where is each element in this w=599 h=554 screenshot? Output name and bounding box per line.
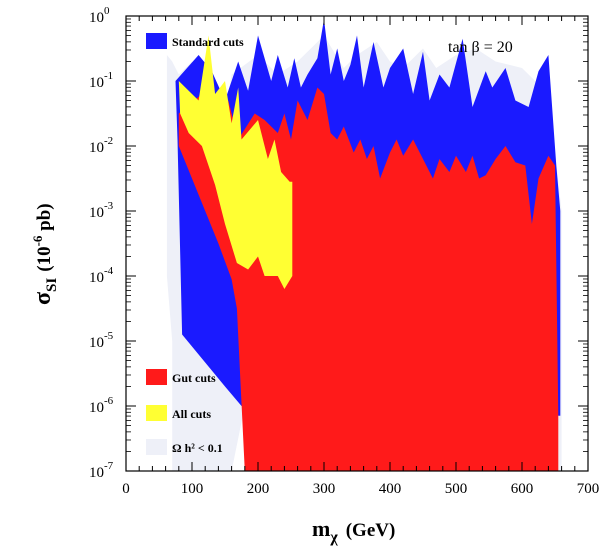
legend-label-omega: Ω h² < 0.1	[172, 441, 223, 455]
y-tick-label: 100	[89, 5, 110, 26]
y-tick-label: 10-3	[89, 200, 114, 221]
legend-label-all-cuts: All cuts	[172, 407, 211, 421]
x-tick-label: 100	[181, 481, 204, 497]
legend-label-gut-cuts: Gut cuts	[172, 371, 216, 385]
x-tick-label: 400	[379, 481, 402, 497]
y-tick-label: 10-6	[89, 395, 114, 416]
plot-frame	[125, 15, 589, 472]
series-area-all-cuts	[178, 35, 293, 289]
legend-label-standard-cuts: Standard cuts	[172, 35, 244, 49]
legend: Standard cuts Gut cuts All cuts Ω h² < 0…	[146, 33, 244, 455]
x-axis-title-unit: (GeV)	[346, 520, 396, 541]
y-axis-title-sub: SI	[44, 278, 60, 292]
y-tick-label: 10-2	[89, 135, 113, 156]
x-axis-title-sub: χ	[329, 529, 338, 546]
legend-swatch-all-cuts	[146, 405, 167, 421]
x-tick-label: 300	[313, 481, 336, 497]
y-tick-label: 10-7	[89, 460, 114, 481]
x-tick-label: 0	[122, 481, 130, 497]
legend-swatch-omega	[146, 439, 167, 455]
y-axis-title-unit-post: pb)	[34, 203, 55, 235]
x-tick-label: 200	[247, 481, 270, 497]
y-axis-title-unit: (10	[34, 246, 55, 271]
tan-beta-annotation: tan β = 20	[448, 39, 513, 56]
series-layer	[166, 19, 562, 471]
x-axis-title-main: m	[312, 516, 330, 541]
legend-swatch-standard-cuts	[146, 33, 167, 49]
y-tick-label: 10-5	[89, 330, 114, 351]
ticks-layer: 0 100 200 300 400 500 600 700 10-7 10-6 10-5 10-4 10…	[89, 5, 599, 497]
y-axis-title-exp: -6	[30, 235, 45, 246]
y-tick-label: 10-4	[89, 265, 114, 286]
x-axis-title: mχ (GeV)	[312, 516, 395, 546]
x-tick-label: 700	[577, 481, 599, 497]
legend-swatch-gut-cuts	[146, 369, 167, 385]
x-tick-label: 600	[511, 481, 534, 497]
x-tick-label: 500	[445, 481, 468, 497]
y-axis-title: σSI (10-6 pb)	[30, 203, 60, 305]
y-tick-label: 10-1	[89, 70, 113, 91]
y-axis-title-main: σ	[30, 292, 56, 305]
